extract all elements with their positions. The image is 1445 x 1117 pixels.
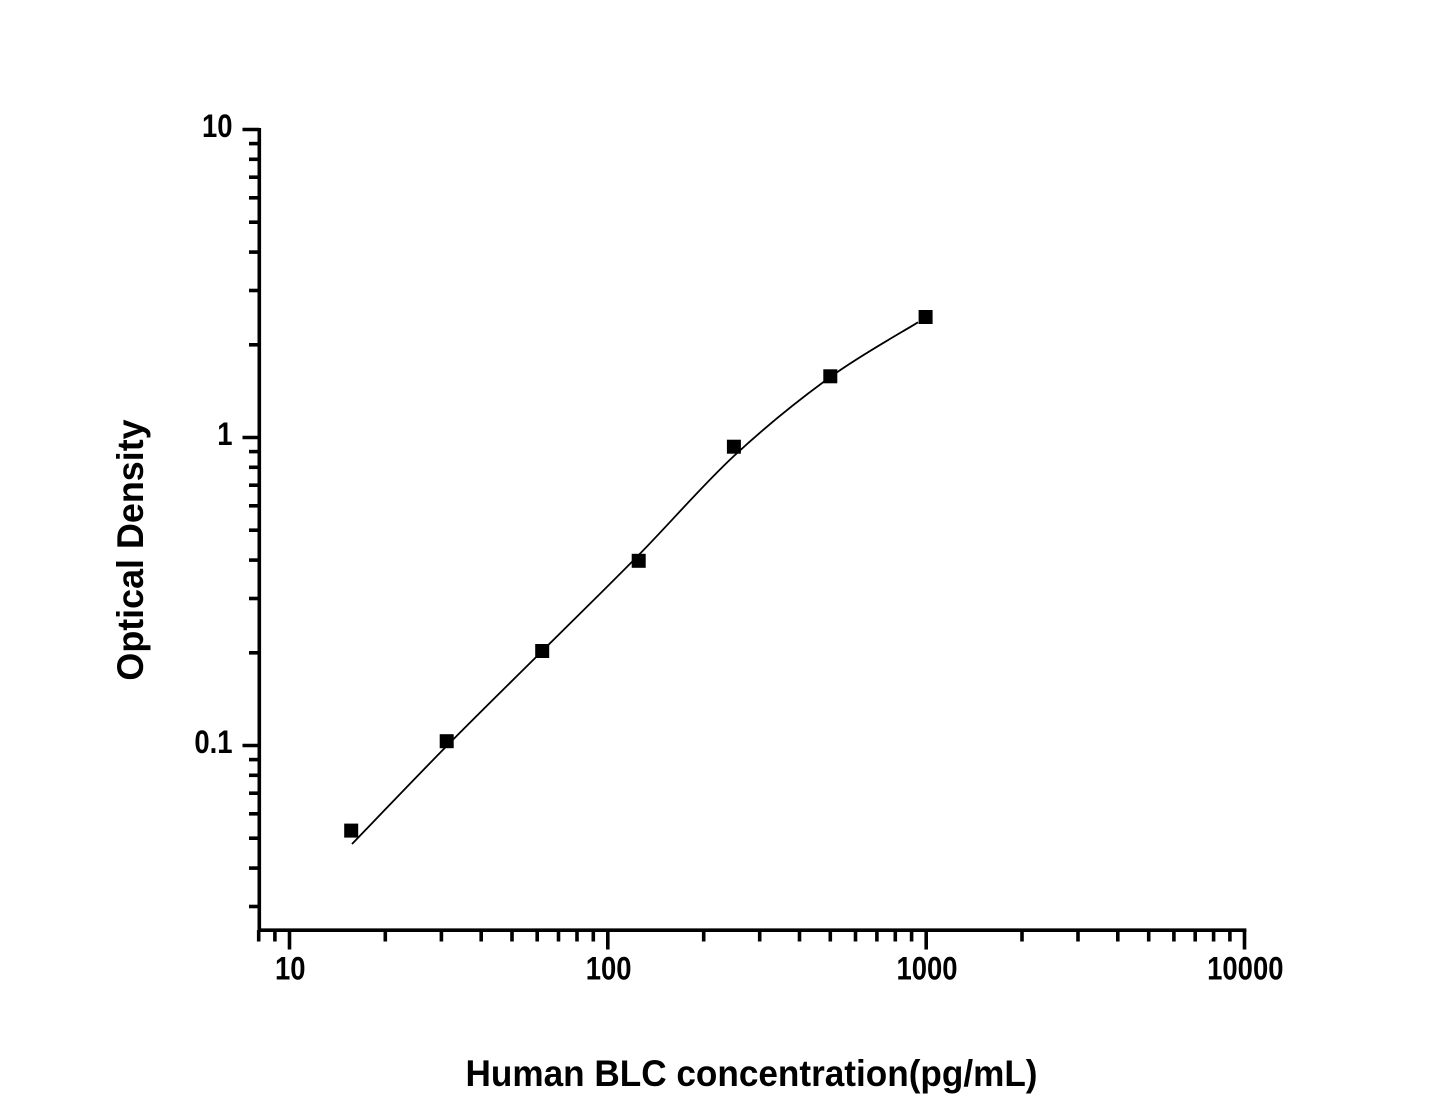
- svg-text:Optical Density: Optical Density: [110, 419, 152, 681]
- svg-text:1: 1: [217, 417, 232, 453]
- svg-text:100: 100: [586, 951, 632, 987]
- svg-text:1000: 1000: [896, 951, 957, 987]
- svg-text:Human BLC concentration(pg/mL): Human BLC concentration(pg/mL): [465, 1052, 1037, 1094]
- svg-text:10: 10: [202, 109, 233, 145]
- svg-text:10000: 10000: [1207, 951, 1283, 987]
- svg-text:0.1: 0.1: [194, 725, 232, 761]
- svg-text:10: 10: [275, 951, 306, 987]
